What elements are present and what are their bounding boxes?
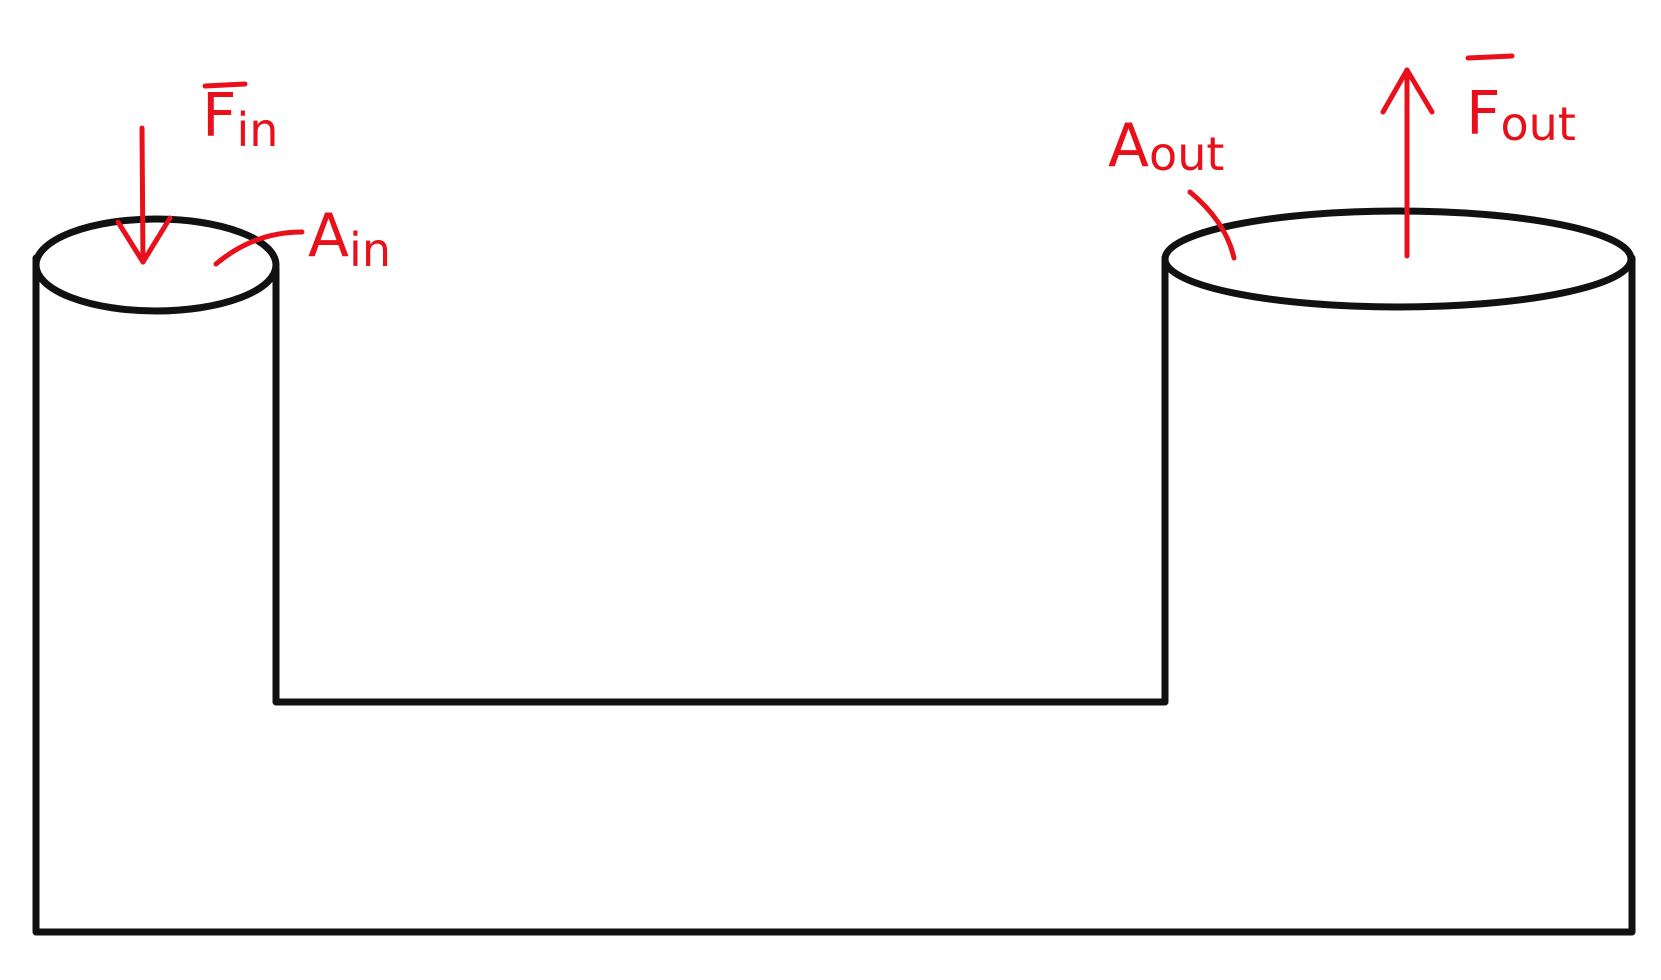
large-piston-top bbox=[1161, 207, 1635, 311]
svg-text:Fin: Fin bbox=[202, 81, 278, 157]
area-out-label: Aout bbox=[1108, 111, 1224, 181]
area-in-symbol: A bbox=[308, 201, 349, 271]
area-out-symbol: A bbox=[1108, 111, 1149, 181]
area-in-subscript: in bbox=[349, 223, 391, 277]
force-out-label: Fout bbox=[1465, 53, 1576, 151]
force-in-subscript: in bbox=[237, 103, 279, 157]
force-in-overbar bbox=[202, 81, 248, 89]
output-force-head bbox=[1380, 67, 1435, 115]
force-out-symbol: F bbox=[1466, 79, 1501, 149]
force-out-subscript: out bbox=[1501, 97, 1576, 151]
force-out-overbar bbox=[1465, 53, 1515, 61]
input-force-shaft bbox=[139, 125, 146, 265]
force-in-label: Fin bbox=[202, 81, 278, 157]
svg-text:Ain: Ain bbox=[308, 201, 391, 277]
vessel-outline bbox=[32, 254, 1636, 936]
area-in-leader bbox=[213, 229, 305, 267]
area-in-label: Ain bbox=[308, 201, 391, 277]
area-out-subscript: out bbox=[1149, 127, 1224, 181]
svg-text:Aout: Aout bbox=[1108, 111, 1224, 181]
area-out-leader bbox=[1187, 189, 1237, 261]
output-force-arrow bbox=[1380, 67, 1435, 259]
svg-text:Fout: Fout bbox=[1466, 79, 1576, 151]
force-in-symbol: F bbox=[202, 81, 237, 151]
vessel bbox=[32, 207, 1636, 936]
input-force-head bbox=[115, 215, 173, 265]
small-piston-top bbox=[32, 215, 280, 315]
input-force-arrow bbox=[115, 125, 173, 265]
